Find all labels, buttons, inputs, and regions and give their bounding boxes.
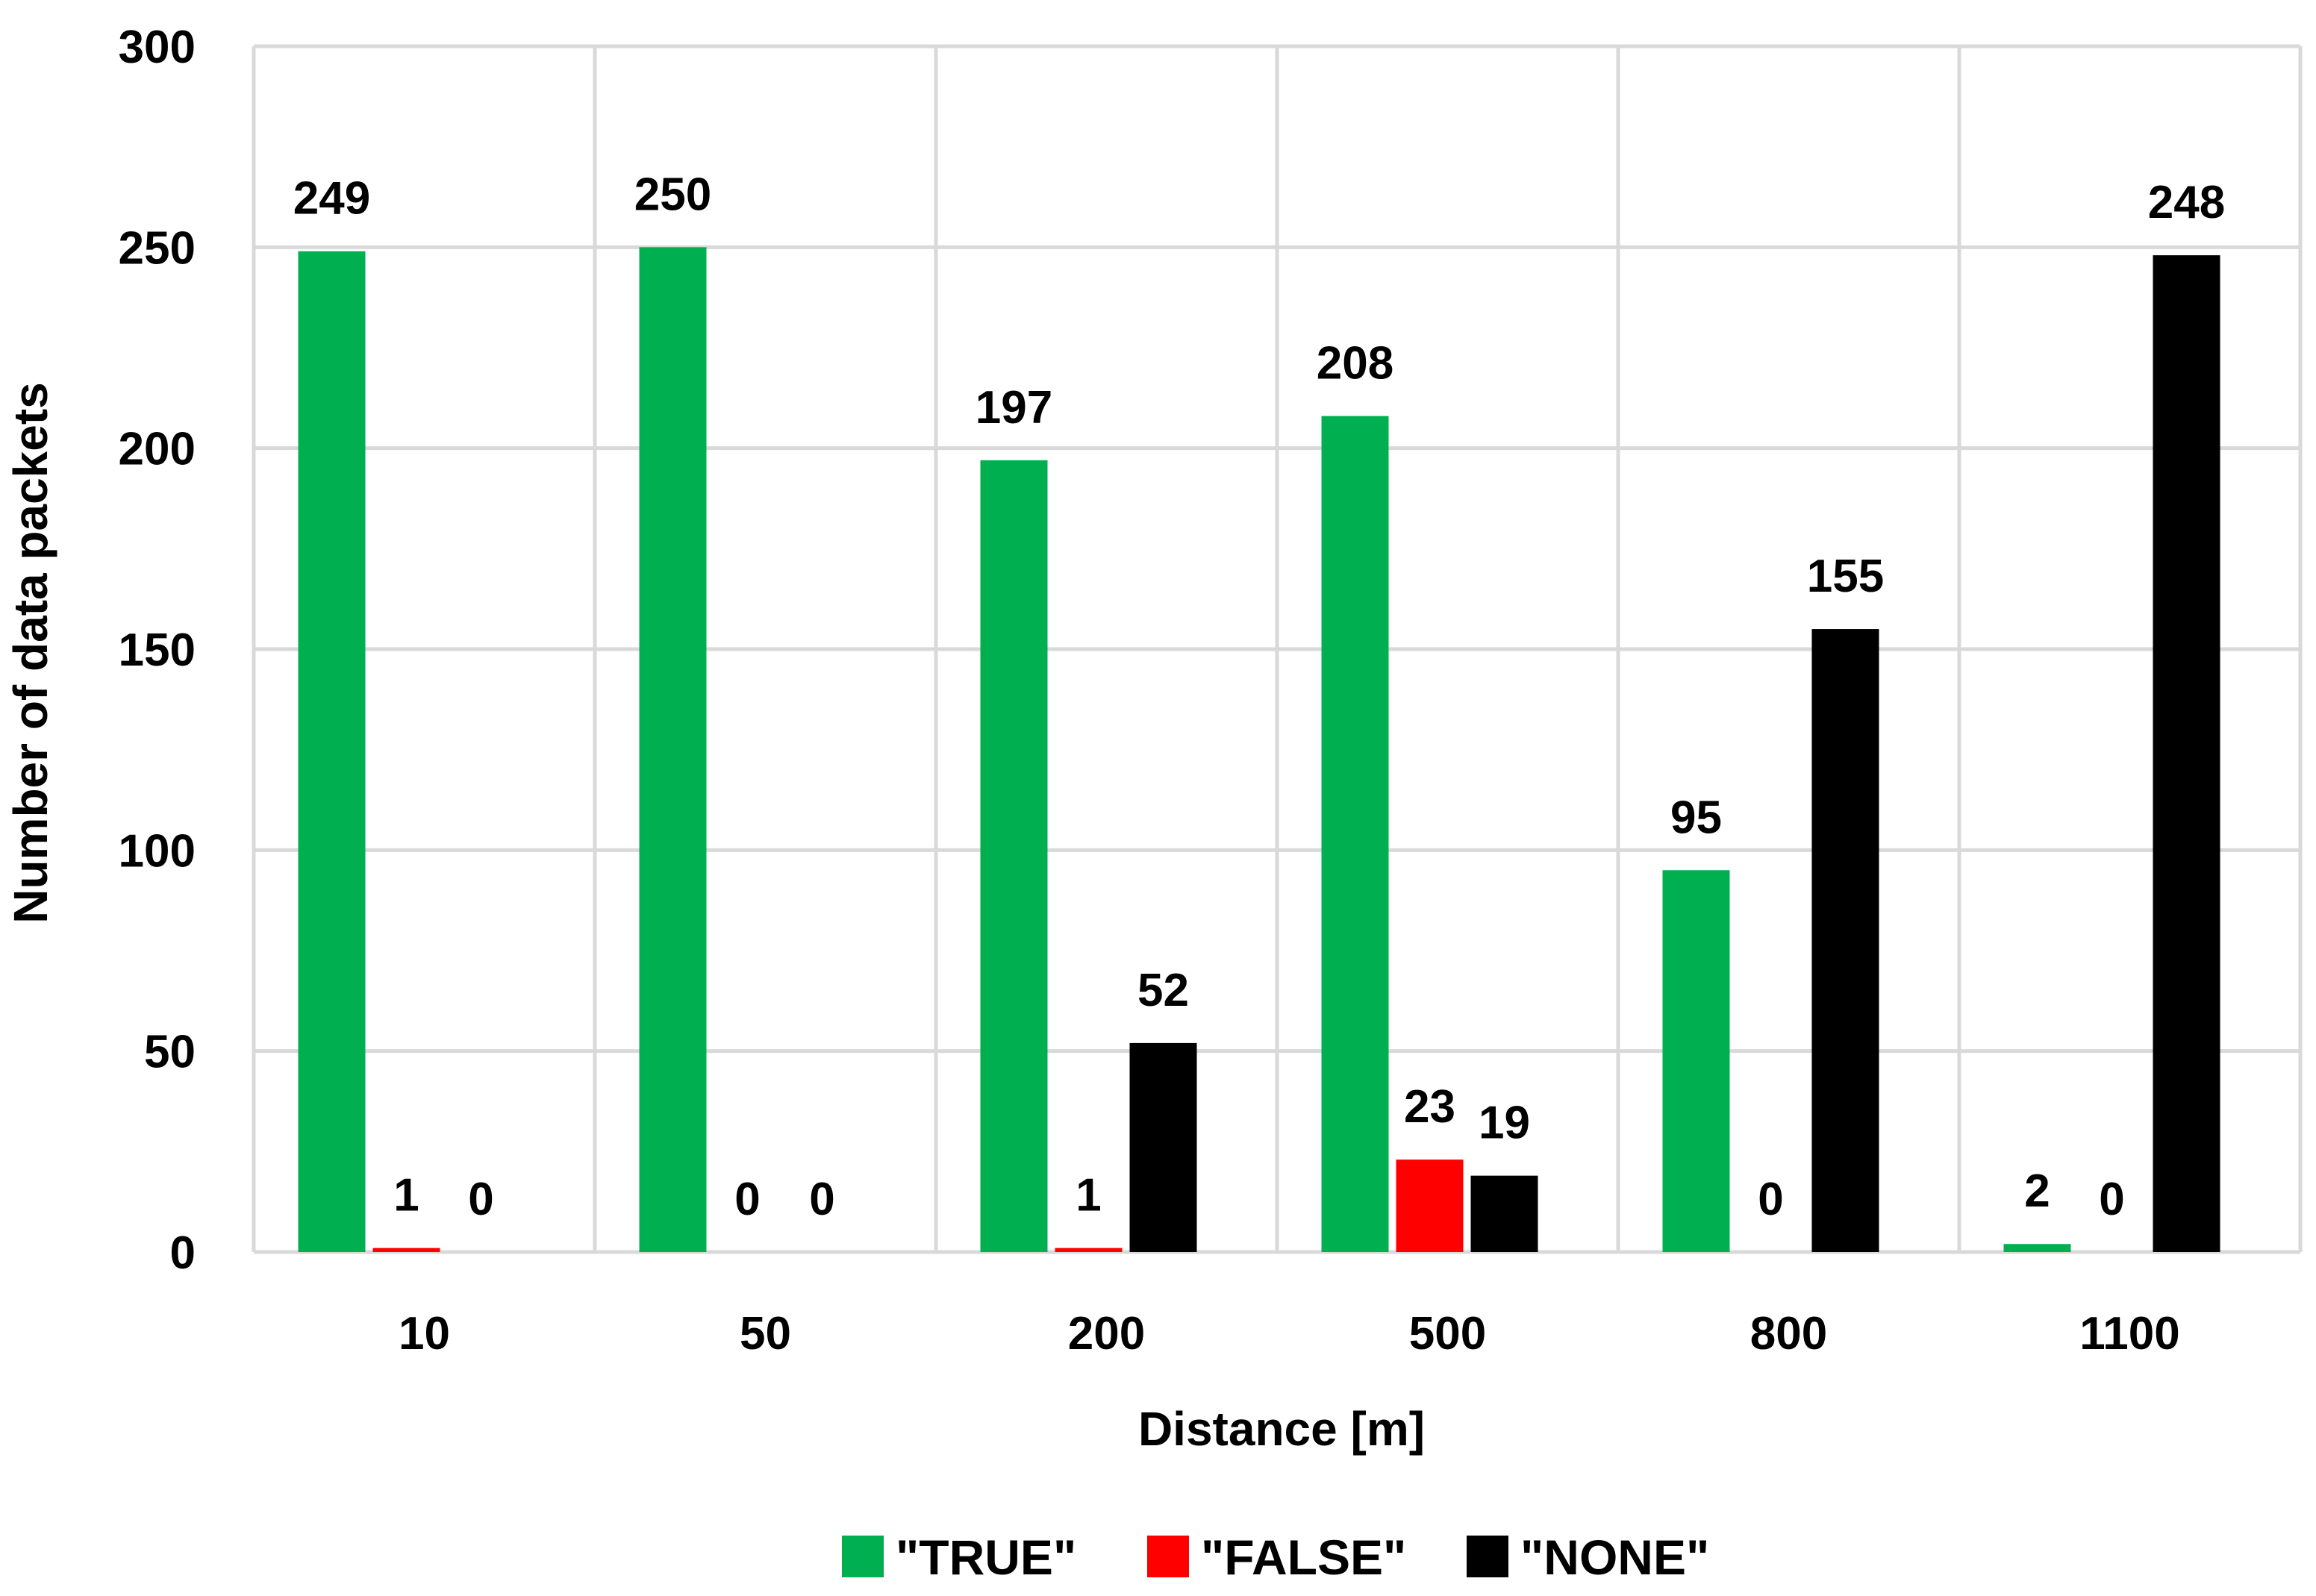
y-tick-label: 0	[170, 1227, 196, 1279]
y-axis-title: Number of data packets	[4, 382, 57, 924]
data-label: 0	[734, 1174, 760, 1225]
x-tick-label: 800	[1750, 1308, 1827, 1359]
legend-swatch	[1467, 1536, 1508, 1577]
x-tick-label: 500	[1409, 1308, 1486, 1359]
data-label: 249	[293, 173, 370, 225]
y-tick-label: 150	[119, 625, 196, 676]
data-label: 95	[1670, 792, 1722, 843]
data-label: 0	[2099, 1174, 2124, 1225]
data-label: 197	[976, 382, 1052, 434]
y-tick-label: 250	[119, 222, 196, 274]
data-label: 250	[634, 169, 711, 220]
y-tick-label: 100	[119, 825, 196, 877]
bar	[298, 251, 366, 1253]
data-label: 0	[809, 1174, 834, 1225]
x-axis-ticks: 10 50 200 500 800 1100	[399, 1308, 2180, 1359]
bar	[980, 460, 1048, 1252]
legend-label: "FALSE"	[1201, 1530, 1406, 1585]
legend-swatch	[842, 1536, 884, 1577]
legend-label: "TRUE"	[896, 1530, 1076, 1585]
bar	[1662, 870, 1730, 1252]
bar	[639, 247, 707, 1252]
legend: "TRUE" "FALSE" "NONE"	[842, 1530, 1709, 1585]
bar	[1470, 1175, 1538, 1252]
y-tick-label: 50	[144, 1027, 196, 1078]
y-axis-ticks: 0 50 100 150 200 250 300	[119, 22, 196, 1279]
data-label: 248	[2148, 177, 2225, 228]
y-tick-label: 200	[119, 424, 196, 475]
data-label: 52	[1137, 965, 1189, 1016]
grid	[252, 44, 2303, 1254]
x-tick-label: 200	[1068, 1308, 1145, 1359]
x-tick-label: 50	[740, 1308, 791, 1359]
data-label: 155	[1807, 551, 1884, 602]
y-tick-label: 300	[119, 22, 196, 73]
bar	[1055, 1248, 1123, 1252]
data-label: 23	[1404, 1081, 1455, 1133]
bar	[1396, 1160, 1464, 1252]
x-tick-label: 10	[399, 1308, 450, 1359]
x-axis-title: Distance [m]	[1138, 1402, 1425, 1456]
data-label: 1	[1076, 1170, 1101, 1221]
legend-label: "NONE"	[1520, 1530, 1709, 1585]
bar	[2003, 1244, 2071, 1252]
data-label: 19	[1479, 1098, 1530, 1149]
x-tick-label: 1100	[2079, 1308, 2180, 1359]
data-label: 2	[2024, 1165, 2050, 1217]
bar	[1321, 416, 1389, 1253]
bar	[1129, 1042, 1197, 1252]
legend-swatch	[1147, 1536, 1189, 1577]
data-label: 0	[468, 1174, 493, 1225]
bar	[2153, 255, 2220, 1252]
bar	[372, 1248, 440, 1252]
data-label: 208	[1317, 338, 1393, 389]
bar	[1811, 629, 1879, 1252]
bars	[298, 247, 2220, 1253]
data-label: 0	[1758, 1174, 1783, 1225]
data-label: 1	[393, 1170, 419, 1221]
